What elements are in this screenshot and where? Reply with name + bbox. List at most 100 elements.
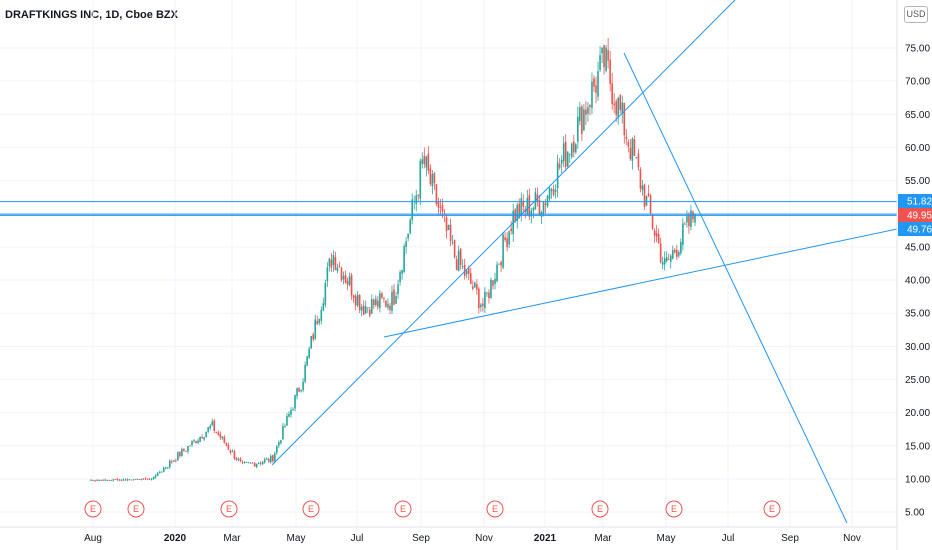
candle-body [286,416,288,426]
candle-body [348,276,351,286]
candle-body [474,282,476,288]
time-tick-label: May [657,533,676,544]
candle-body [516,205,519,222]
candle-body [601,47,603,54]
candle-body [476,284,478,290]
candle-body [154,475,157,478]
candle-body [568,153,571,155]
earnings-marker[interactable]: E [486,500,504,518]
candle-body [207,427,209,432]
currency-badge[interactable]: USD [904,6,928,23]
candle-body [160,471,163,473]
earnings-marker[interactable]: E [220,500,238,518]
candle-body [199,436,201,442]
candle-body [304,364,306,382]
candle-body [471,286,474,289]
trendline-rising[interactable] [271,0,736,466]
price-tag-bg [898,194,932,208]
earnings-marker[interactable]: E [591,500,609,518]
candle-body [684,223,686,225]
candle-body [90,480,92,482]
candle-body [360,306,363,311]
candle-body [334,256,337,271]
candle-body [431,173,434,187]
candle-body [688,214,690,227]
candle-body [118,479,121,481]
candle-body [645,196,648,206]
candle-body [385,300,387,307]
candles [90,38,696,483]
trendline-support[interactable] [383,228,898,338]
candle-body [203,437,205,440]
candle-body [134,479,137,480]
candle-body [639,169,642,189]
candle-body [510,228,512,232]
candle-body [478,288,480,309]
candle-body [552,189,555,195]
time-tick-label: Jul [351,533,364,544]
candle-body [132,479,135,481]
candle-body [657,233,660,244]
candle-body [177,452,179,461]
candle-body [346,280,349,285]
candle-body [518,203,521,218]
grid [0,0,897,527]
candle-body [673,249,676,253]
candle-body [235,458,238,461]
candle-body [328,258,331,267]
candle-body [397,284,399,295]
candle-body [310,336,312,349]
candle-body [532,207,535,211]
candle-body [435,184,438,204]
trendlines [271,0,898,524]
candle-body [389,305,391,310]
candle-body [241,461,244,463]
candle-body [427,153,430,171]
candle-body [243,462,246,463]
candle-body [193,440,195,441]
candle-body [215,432,218,433]
candle-body [572,141,575,153]
candle-body [338,265,341,267]
candle-body [231,451,234,452]
candle-body [554,189,557,192]
candle-body [548,187,551,199]
candle-body [538,199,541,216]
earnings-marker[interactable]: E [127,500,145,518]
candle-body [504,237,506,241]
candle-body [201,437,203,439]
candle-body [368,309,371,316]
candle-body [643,184,646,208]
earnings-marker[interactable]: E [302,500,320,518]
candle-body [492,280,494,286]
candle-body [265,458,268,460]
candle-body [278,442,280,446]
candle-body [641,185,644,191]
candle-body [164,467,167,469]
candle-body [255,463,258,467]
candle-body [366,307,369,309]
candle-body [370,299,373,314]
candle-body [546,195,549,207]
candle-body [526,197,529,214]
earnings-marker[interactable]: E [665,500,683,518]
candle-body [290,409,292,415]
price-tick-label: 5.00 [905,508,925,519]
candle-body [417,194,420,196]
price-tick-label: 55.00 [905,176,930,187]
candle-body [120,479,123,481]
candle-body [663,258,666,265]
candle-body [498,263,500,265]
candle-body [381,293,383,298]
earnings-marker[interactable]: E [763,500,781,518]
candle-body [233,451,236,459]
candle-body [465,270,468,275]
price-tick-label: 40.00 [905,276,930,287]
earnings-marker[interactable]: E [84,500,102,518]
candle-body [156,473,159,476]
trendline-falling[interactable] [623,52,848,524]
candle-body [621,102,624,114]
candle-body [352,295,355,299]
earnings-marker[interactable]: E [394,500,412,518]
